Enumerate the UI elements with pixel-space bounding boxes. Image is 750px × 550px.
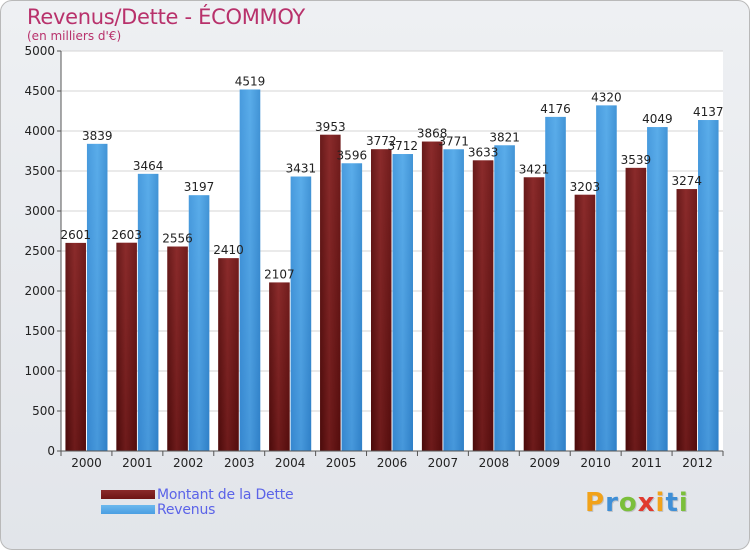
bar-shade (392, 154, 413, 452)
bar-shade (320, 134, 341, 451)
bar-shade (116, 242, 137, 451)
y-tick-label: 500 (32, 404, 55, 418)
bar-shade (421, 141, 443, 451)
bar-shade (239, 89, 261, 451)
x-tick-label: 2006 (377, 456, 408, 470)
data-label-revenus: 3596 (337, 148, 368, 162)
data-label-dette: 3772 (366, 134, 397, 148)
bar-shade (472, 160, 494, 452)
x-tick-label: 2010 (580, 456, 611, 470)
x-tick-label: 2011 (631, 456, 662, 470)
y-tick-label: 2500 (24, 244, 55, 258)
bar-shade (676, 189, 698, 451)
data-label-revenus: 3712 (387, 139, 418, 153)
y-tick-label: 4000 (24, 124, 55, 138)
data-label-dette: 3868 (417, 127, 448, 141)
data-label-revenus: 3839 (82, 129, 113, 143)
bar-chart: 0 500 1000 1500 2000 2500 3000 3500 4000 4500 5000… (24, 44, 724, 470)
x-tick-label: 2003 (224, 456, 255, 470)
chart-subtitle: (en milliers d'€) (27, 29, 122, 43)
data-labels: 2601 3839 2603 3464 2556 3197 2410 4519 2107 3431… (60, 74, 723, 281)
bar-shade (269, 282, 290, 451)
data-label-revenus: 3464 (133, 159, 164, 173)
data-label-dette: 2601 (60, 228, 91, 242)
data-label-revenus: 4519 (235, 74, 266, 88)
legend-swatch-dette (101, 490, 155, 499)
logo-letter: i (655, 488, 666, 518)
y-tick-label: 2000 (24, 284, 55, 298)
bar-shade (86, 143, 108, 451)
bar-shade (218, 258, 239, 451)
data-label-dette: 2410 (213, 243, 244, 257)
grid-lines (61, 50, 723, 452)
bar-shade (65, 242, 86, 451)
bar-shade (545, 116, 566, 452)
bar-shade (290, 176, 312, 451)
data-label-dette: 3274 (672, 174, 703, 188)
bar-shade (341, 163, 363, 451)
legend-label-dette: Montant de la Dette (157, 486, 294, 503)
x-tick-label: 2008 (479, 456, 510, 470)
legend-label-revenus: Revenus (157, 501, 216, 518)
data-label-revenus: 3431 (286, 162, 317, 176)
y-tick-label: 5000 (24, 44, 55, 58)
proxiti-logo: Proxiti (585, 488, 689, 518)
y-tick-label: 3500 (24, 164, 55, 178)
y-tick-label: 1000 (24, 364, 55, 378)
bar-shade (443, 149, 464, 451)
logo-letter: P (585, 488, 606, 518)
logo-letter: o (618, 488, 638, 518)
logo-letter: t (665, 488, 679, 518)
bar-shade (494, 145, 515, 451)
x-tick-label: 2004 (275, 456, 306, 470)
bars (65, 89, 719, 452)
x-tick-label: 2002 (173, 456, 204, 470)
y-tick-label: 0 (47, 444, 55, 458)
y-tick-label: 4500 (24, 84, 55, 98)
data-label-dette: 3203 (570, 180, 601, 194)
data-label-dette: 2603 (111, 228, 142, 242)
bar-shade (167, 246, 188, 451)
x-tick-label: 2009 (529, 456, 560, 470)
x-tick-label: 2005 (326, 456, 357, 470)
legend-item-dette: Montant de la Dette (101, 486, 294, 503)
y-tick-label: 3000 (24, 204, 55, 218)
axes: 0 500 1000 1500 2000 2500 3000 3500 4000 4500 5000… (24, 44, 724, 470)
data-label-revenus: 3197 (184, 180, 215, 194)
data-label-dette: 3953 (315, 120, 346, 134)
bar-shade (188, 195, 210, 451)
logo-letter: x (637, 488, 656, 518)
data-label-dette: 2556 (162, 232, 193, 246)
y-tick-label: 1500 (24, 324, 55, 338)
data-label-dette: 2107 (264, 267, 295, 281)
data-label-dette: 3539 (621, 153, 652, 167)
logo-letter: r (605, 488, 619, 518)
legend: Montant de la Dette Revenus (101, 486, 294, 518)
bar-shade (625, 167, 647, 451)
bar-shade (574, 194, 596, 451)
x-tick-label: 2001 (122, 456, 153, 470)
data-label-revenus: 4137 (693, 105, 724, 119)
legend-item-revenus: Revenus (101, 501, 293, 518)
bar-shade (371, 149, 392, 452)
x-tick-label: 2000 (71, 456, 102, 470)
data-label-revenus: 4049 (642, 112, 673, 126)
bar-shade (596, 105, 617, 452)
x-tick-label: 2007 (428, 456, 459, 470)
bar-shade (647, 127, 668, 451)
data-label-dette: 3421 (519, 162, 550, 176)
bar-shade (137, 173, 159, 451)
bar-shade (698, 120, 719, 451)
data-label-revenus: 3771 (438, 134, 469, 148)
data-label-revenus: 3821 (489, 130, 520, 144)
x-tick-label: 2012 (682, 456, 713, 470)
data-label-revenus: 4176 (540, 102, 571, 116)
legend-swatch-revenus (101, 505, 155, 514)
chart-title: Revenus/Dette - ÉCOMMOY (27, 5, 305, 29)
data-label-revenus: 4320 (591, 90, 622, 104)
bar-shade (523, 177, 545, 451)
data-label-dette: 3633 (468, 145, 499, 159)
logo-letter: i (678, 488, 689, 518)
